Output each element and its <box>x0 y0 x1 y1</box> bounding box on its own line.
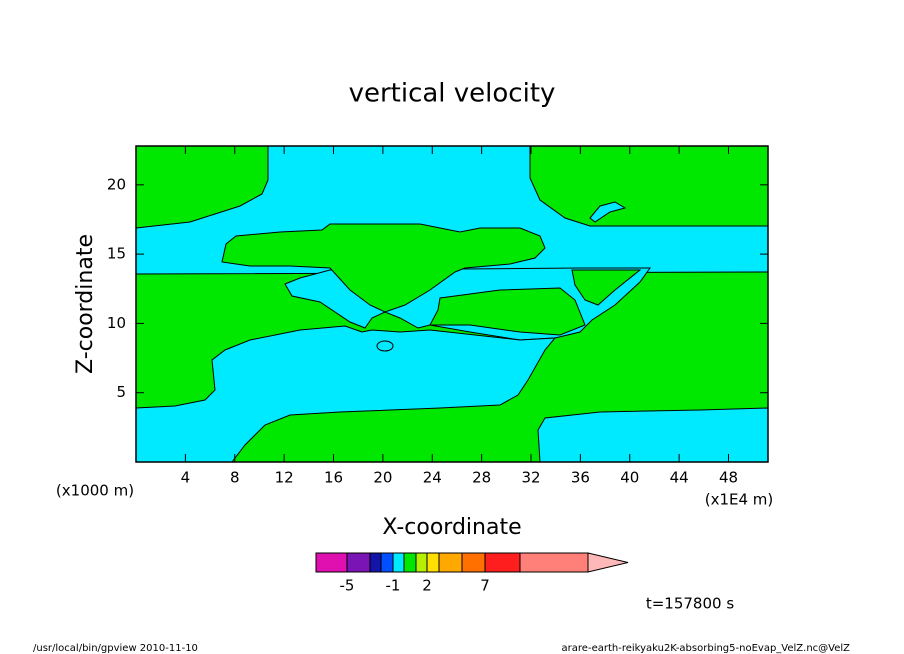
colorbar-box <box>426 552 440 573</box>
x-tick-label: 44 <box>670 469 689 487</box>
colorbar-tick-label: -5 <box>340 577 355 595</box>
contour-region <box>429 287 586 336</box>
colorbar-box <box>461 552 486 573</box>
x-tick-label: 48 <box>719 469 738 487</box>
colorbar-box <box>315 552 348 573</box>
x-tick-label: 28 <box>472 469 491 487</box>
footer-right: arare-earth-reikyaku2K-absorbing5-noEvap… <box>562 643 851 654</box>
x-tick-label: 40 <box>620 469 639 487</box>
colorbar-box <box>519 552 589 573</box>
x-tick-label: 20 <box>373 469 392 487</box>
x-tick-label: 16 <box>324 469 343 487</box>
contour-region <box>135 325 557 463</box>
colorbar-box <box>392 552 405 573</box>
y-tick-label: 5 <box>116 383 126 401</box>
contour-field <box>135 145 769 463</box>
y-tick-label: 20 <box>107 175 126 193</box>
contour-region <box>589 201 627 223</box>
contour-region <box>571 269 642 306</box>
x-tick-label: 8 <box>230 469 240 487</box>
colorbar-extension <box>587 552 629 573</box>
colorbar-box <box>415 552 428 573</box>
y-axis-label: Z-coordinate <box>73 234 98 374</box>
colorbar-box <box>484 552 521 573</box>
x-unit: (x1000 m) <box>56 482 134 500</box>
colorbar-box <box>380 552 394 573</box>
x-tick-label: 4 <box>181 469 191 487</box>
x-tick-label: 12 <box>275 469 294 487</box>
x-tick-label: 24 <box>423 469 442 487</box>
chart-title: vertical velocity <box>349 79 556 109</box>
colorbar-box <box>369 552 382 573</box>
plot-frame <box>135 145 769 463</box>
colorbar-box <box>438 552 463 573</box>
y-tick-label: 15 <box>107 245 126 263</box>
time-label: t=157800 s <box>646 595 734 613</box>
colorbar-tick-label: 7 <box>480 577 490 595</box>
colorbar-box <box>346 552 371 573</box>
x-axis-label: X-coordinate <box>382 515 521 540</box>
colorbar-tick-label: 2 <box>422 577 432 595</box>
contour-region <box>221 223 546 313</box>
colorbar-tick-label: -1 <box>386 577 401 595</box>
y-tick-label: 10 <box>107 314 126 332</box>
colorbar-box <box>403 552 417 573</box>
contour-region <box>537 407 769 463</box>
x-tick-label: 32 <box>521 469 540 487</box>
footer-left: /usr/local/bin/gpview 2010-11-10 <box>33 643 198 654</box>
contour-region <box>376 340 394 352</box>
axis-unit: (x1E4 m) <box>705 491 774 509</box>
x-tick-label: 36 <box>571 469 590 487</box>
